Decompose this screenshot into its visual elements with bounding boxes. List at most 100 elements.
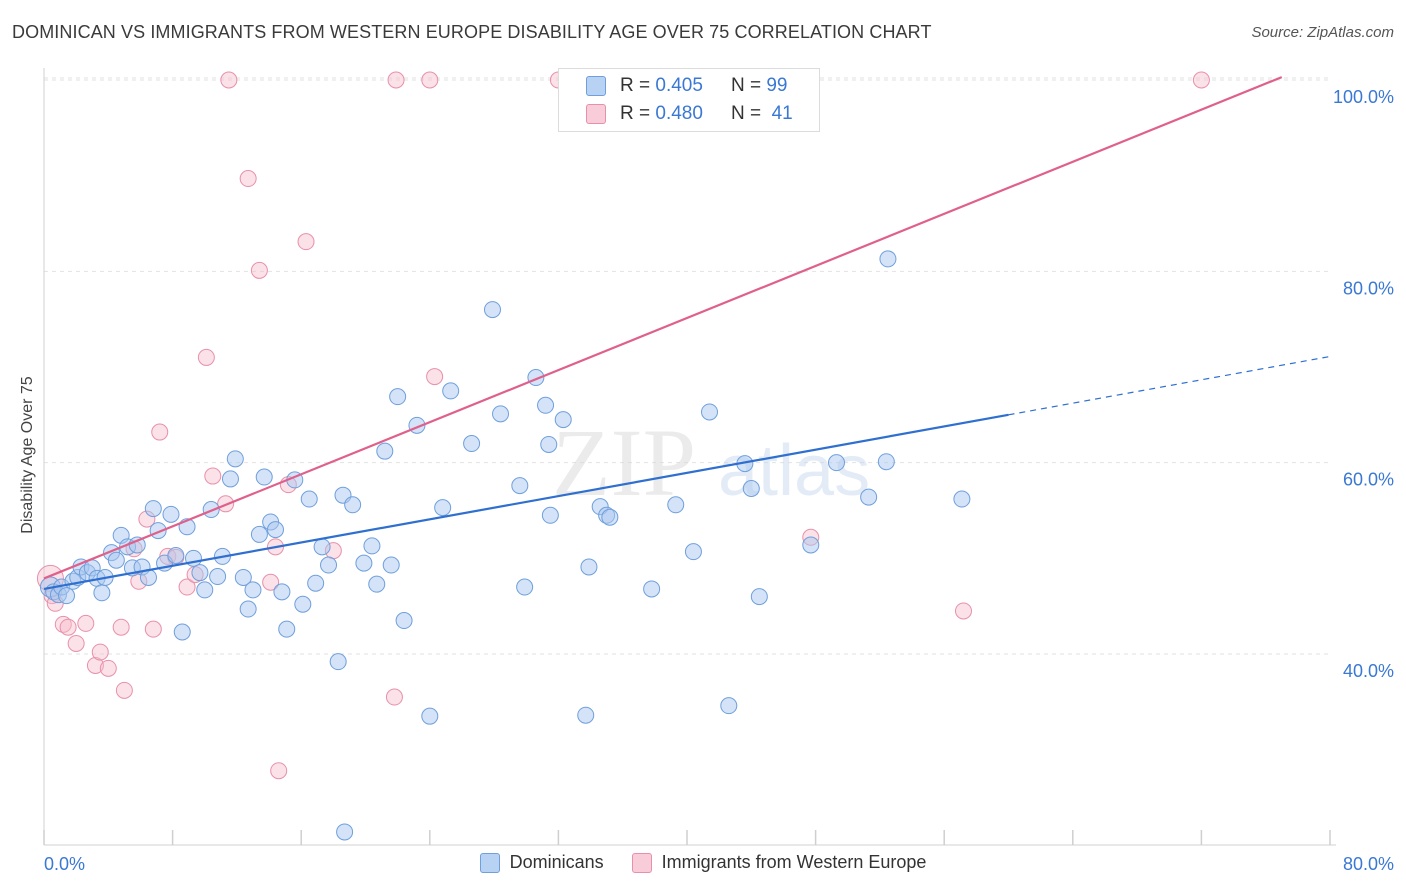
data-point-dominicans (107, 551, 125, 569)
data-point-western-europe (262, 573, 280, 591)
series-legend: Dominicans Immigrants from Western Europ… (0, 852, 1406, 873)
data-point-dominicans (344, 496, 362, 514)
data-point-dominicans (434, 499, 452, 517)
data-point-western-europe (297, 233, 315, 251)
data-point-dominicans (643, 580, 661, 598)
data-point-dominicans (278, 620, 296, 638)
data-point-western-europe (426, 368, 444, 386)
data-point-dominicans (742, 479, 760, 497)
data-point-dominicans (516, 578, 534, 596)
y-tick-label: 60.0% (1343, 470, 1394, 490)
legend-n-value: 41 (771, 103, 793, 124)
data-point-dominicans (209, 568, 227, 586)
data-point-western-europe (144, 620, 162, 638)
data-point-dominicans (93, 584, 111, 602)
data-point-dominicans (363, 537, 381, 555)
trendline-western-europe (43, 76, 1283, 580)
data-point-western-europe (112, 618, 130, 636)
data-point-dominicans (221, 470, 239, 488)
data-point-dominicans (355, 554, 373, 572)
data-point-dominicans (234, 568, 252, 586)
data-point-dominicans (266, 521, 284, 539)
data-point-dominicans (382, 556, 400, 574)
data-point-dominicans (395, 612, 413, 630)
legend-n-label: N = (730, 103, 762, 124)
axes (43, 68, 1336, 846)
data-point-dominicans (827, 454, 845, 472)
data-point-dominicans (196, 581, 214, 599)
legend-r-value: 0.480 (655, 103, 703, 124)
legend-row-western-europe: R = 0.480 N = 41 (559, 101, 793, 127)
data-point-dominicans (173, 623, 191, 641)
data-point-western-europe (421, 71, 439, 89)
data-point-dominicans (802, 536, 820, 554)
data-point-western-europe (86, 656, 104, 674)
data-point-dominicans (540, 435, 558, 453)
legend-item-western-europe[interactable]: Immigrants from Western Europe (631, 852, 927, 873)
data-point-western-europe (151, 423, 169, 441)
trendline-dominicans (43, 413, 1009, 591)
data-point-dominicans (442, 382, 460, 400)
data-point-western-europe (67, 634, 85, 652)
legend-item-dominicans[interactable]: Dominicans (479, 852, 604, 873)
tick-labels: 40.0% 60.0% 80.0% 100.0% 0.0% 80.0% (44, 87, 1394, 874)
data-point-dominicans (667, 496, 685, 514)
data-point-western-europe (1192, 71, 1210, 89)
data-point-western-europe (239, 170, 257, 188)
data-point-western-europe (178, 578, 196, 596)
data-point-dominicans (750, 588, 768, 606)
data-point-dominicans (273, 583, 291, 601)
x-tick-label: 80.0% (1343, 854, 1394, 874)
data-point-dominicans (537, 396, 555, 414)
legend-label-dominicans: Dominicans (509, 852, 604, 872)
data-point-dominicans (483, 301, 501, 319)
data-point-dominicans (879, 250, 897, 268)
x-tick-label: 0.0% (44, 854, 85, 874)
data-point-western-europe (387, 71, 405, 89)
data-point-dominicans (368, 575, 386, 593)
data-point-dominicans (162, 505, 180, 523)
data-point-dominicans (313, 538, 331, 556)
data-point-dominicans (511, 477, 529, 495)
data-point-dominicans (300, 490, 318, 508)
data-point-dominicans (294, 595, 312, 613)
legend-swatch-blue (479, 852, 500, 873)
trendline-dominicans-projection (1008, 355, 1331, 416)
gridlines (44, 77, 1330, 655)
data-point-dominicans (226, 450, 244, 468)
data-point-dominicans (244, 581, 262, 599)
data-point-dominicans (58, 587, 76, 605)
legend-n-value: 99 (766, 75, 788, 96)
data-point-dominicans (541, 506, 559, 524)
data-point-dominicans (701, 403, 719, 421)
data-point-dominicans (167, 546, 185, 564)
legend-row-dominicans: R = 0.405 N = 99 (559, 73, 787, 99)
data-point-dominicans (307, 574, 325, 592)
data-point-dominicans (144, 500, 162, 518)
y-tick-label: 100.0% (1333, 87, 1394, 107)
legend-label-western-europe: Immigrants from Western Europe (661, 852, 927, 872)
data-point-dominicans (191, 564, 209, 582)
data-point-western-europe (204, 467, 222, 485)
data-point-western-europe (77, 614, 95, 632)
data-point-dominicans (239, 600, 257, 618)
data-point-western-europe (220, 71, 238, 89)
legend-swatch-blue (586, 76, 606, 96)
data-point-dominicans (860, 488, 878, 506)
data-point-dominicans (336, 823, 354, 841)
data-point-dominicans (389, 388, 407, 406)
y-tick-label: 80.0% (1343, 278, 1394, 298)
data-point-dominicans (255, 468, 273, 486)
legend-n-label: N = (730, 75, 762, 96)
legend-swatch-pink (586, 104, 606, 124)
series-dominicans-points (39, 71, 971, 841)
data-point-dominicans (953, 490, 971, 508)
data-point-western-europe (954, 602, 972, 620)
y-axis-label: Disability Age Over 75 (19, 376, 36, 534)
data-point-dominicans (877, 453, 895, 471)
data-point-dominicans (554, 411, 572, 429)
trendlines (43, 76, 1331, 591)
legend-r-label: R = (620, 75, 651, 96)
data-point-dominicans (463, 435, 481, 453)
